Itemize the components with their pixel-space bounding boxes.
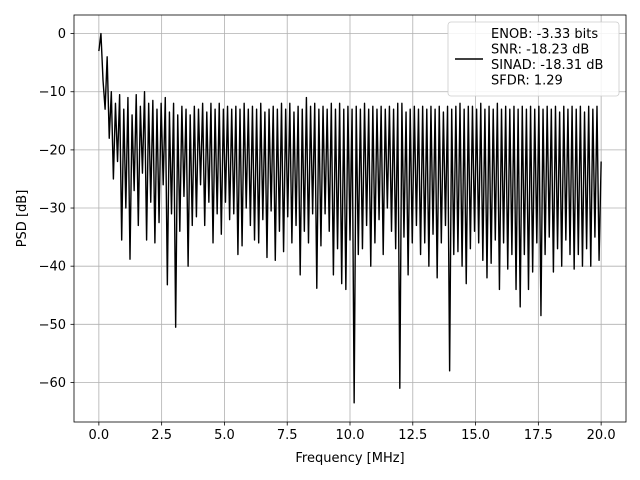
y-tick-label: −30 xyxy=(39,202,66,217)
y-tick-label: 0 xyxy=(58,27,66,42)
x-tick-label: 20.0 xyxy=(587,428,616,443)
series-layer xyxy=(98,32,602,404)
legend-label: ENOB: -3.33 bits SNR: -18.23 dB SINAD: -18… xyxy=(491,27,603,89)
y-tick-label: −50 xyxy=(39,318,66,333)
x-tick-label: 2.5 xyxy=(151,428,172,443)
legend: ENOB: -3.33 bits SNR: -18.23 dB SINAD: -18… xyxy=(447,21,620,97)
y-tick-label: −60 xyxy=(39,376,66,391)
x-tick-label: 5.0 xyxy=(214,428,235,443)
x-tick-label: 7.5 xyxy=(277,428,298,443)
legend-line-1: ENOB: -3.33 bits xyxy=(491,27,598,42)
y-tick-label: −40 xyxy=(39,260,66,275)
y-axis-label: PSD [dB] xyxy=(15,190,30,248)
psd-series-line xyxy=(98,32,602,404)
x-tick-label: 12.5 xyxy=(398,428,427,443)
x-tick-label: 0.0 xyxy=(89,428,110,443)
x-axis-label: Frequency [MHz] xyxy=(295,451,404,466)
x-tick-label: 10.0 xyxy=(336,428,365,443)
legend-line-3: SINAD: -18.31 dB xyxy=(491,58,603,73)
x-tick-label: 15.0 xyxy=(461,428,490,443)
x-axis: 0.0 2.5 5.0 7.5 10.0 12.5 15.0 17.5 20.0 xyxy=(89,422,616,443)
y-tick-label: −20 xyxy=(39,143,66,158)
legend-line-4: SFDR: 1.29 xyxy=(491,74,563,89)
legend-box xyxy=(447,21,620,97)
x-tick-label: 17.5 xyxy=(524,428,553,443)
y-tick-label: −10 xyxy=(39,85,66,100)
legend-line-2: SNR: -18.23 dB xyxy=(491,43,589,58)
y-axis: 0 −10 −20 −30 −40 −50 −60 xyxy=(39,27,74,391)
